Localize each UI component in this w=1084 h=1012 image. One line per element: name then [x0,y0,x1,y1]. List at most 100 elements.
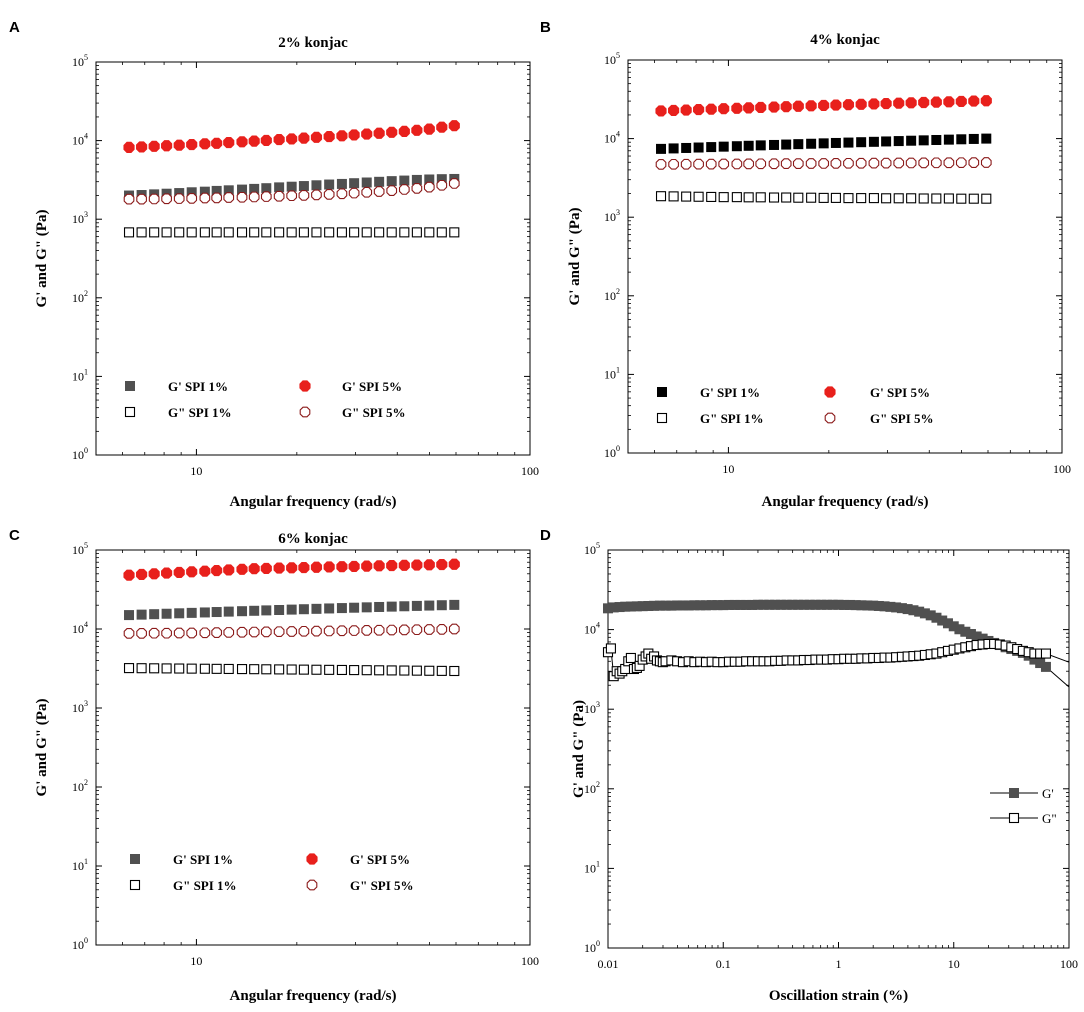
data-point [310,131,323,143]
data-point [236,191,248,203]
data-point [705,103,717,115]
data-point [411,665,422,676]
data-point [905,97,917,109]
data-point [1040,648,1052,659]
data-point [261,664,272,675]
x-tick-label: 100 [1053,462,1071,476]
data-point [174,608,185,619]
data-point [768,158,780,170]
data-point [893,193,904,204]
y-tick-label: 102 [72,289,88,305]
data-point [286,664,297,675]
data-point [743,158,755,170]
data-point [755,158,767,170]
data-point [755,140,766,151]
data-point [361,186,373,198]
data-point [780,158,792,170]
data-point [161,140,173,152]
data-point [411,182,423,194]
data-point [893,136,904,147]
x-tick-label: 10 [190,464,202,478]
data-point [236,664,248,675]
data-point [625,652,636,664]
data-point [373,560,385,572]
panel-a-plot-frame [95,61,531,456]
data-point [855,157,867,169]
y-tick-label: 103 [72,210,88,226]
data-point [174,663,185,674]
data-point [906,193,917,204]
data-point [136,628,147,639]
data-point [681,142,692,153]
legend-marker-g-spi-5 [299,380,311,392]
panel-d-y-axis-label: G' and G" (Pa) [571,700,587,798]
legend-label-g-spi-5: G" SPI 5% [350,878,414,893]
data-point [781,192,792,203]
data-point [731,102,743,114]
data-point [223,192,235,203]
y-tick-label: 104 [604,130,620,146]
data-point [768,101,780,113]
data-point [248,191,260,203]
legend-marker-g-spi-5 [299,406,311,418]
data-point [905,157,917,169]
data-point [223,227,234,238]
data-point [324,179,335,190]
data-point [436,179,448,191]
data-point [274,604,285,615]
data-point [386,227,397,238]
data-point [349,602,360,613]
data-point [336,603,347,614]
data-point [386,176,397,187]
data-point [793,192,804,203]
data-point [273,134,285,146]
data-point [868,193,879,204]
data-point [311,664,322,675]
data-point [655,159,667,170]
data-point [173,627,185,639]
data-point [668,143,679,154]
data-point [361,128,373,140]
data-point [881,136,892,147]
data-point [211,627,223,638]
data-point [298,664,309,675]
legend-marker-g [1009,788,1019,798]
panel-letter-a: A [9,19,20,36]
y-tick-label: 105 [584,541,600,557]
legend-marker-g-spi-1 [656,412,668,424]
x-tick-label: 10 [948,957,960,971]
data-point [211,564,223,577]
legend-label-g-spi-1: G" SPI 1% [168,405,232,420]
data-point [386,601,397,612]
y-tick-label: 104 [584,621,600,637]
legend-label-g-spi-5: G' SPI 5% [350,852,410,867]
data-point [793,139,804,150]
y-tick-label: 101 [584,859,600,875]
data-point [448,178,460,189]
data-point [449,227,460,238]
data-point [943,193,954,204]
data-point [424,227,435,238]
data-point [223,606,234,617]
data-point [781,139,792,150]
data-point [149,227,160,238]
data-point [436,558,448,571]
data-point [286,190,298,202]
data-point [386,560,398,572]
x-tick-label: 1 [836,957,842,971]
data-point [374,227,385,238]
data-point [136,193,147,205]
data-point [298,132,310,144]
panel-a-x-axis-label: Angular frequency (rad/s) [230,494,397,510]
data-point [249,605,260,616]
data-point [186,607,197,618]
data-point [286,604,297,615]
data-point [968,193,979,204]
series-g-spi-1 [123,227,460,238]
series-g-spi-1 [124,599,460,621]
data-point [249,664,260,675]
data-point [411,124,423,136]
data-point [955,95,967,108]
data-point [449,599,460,610]
